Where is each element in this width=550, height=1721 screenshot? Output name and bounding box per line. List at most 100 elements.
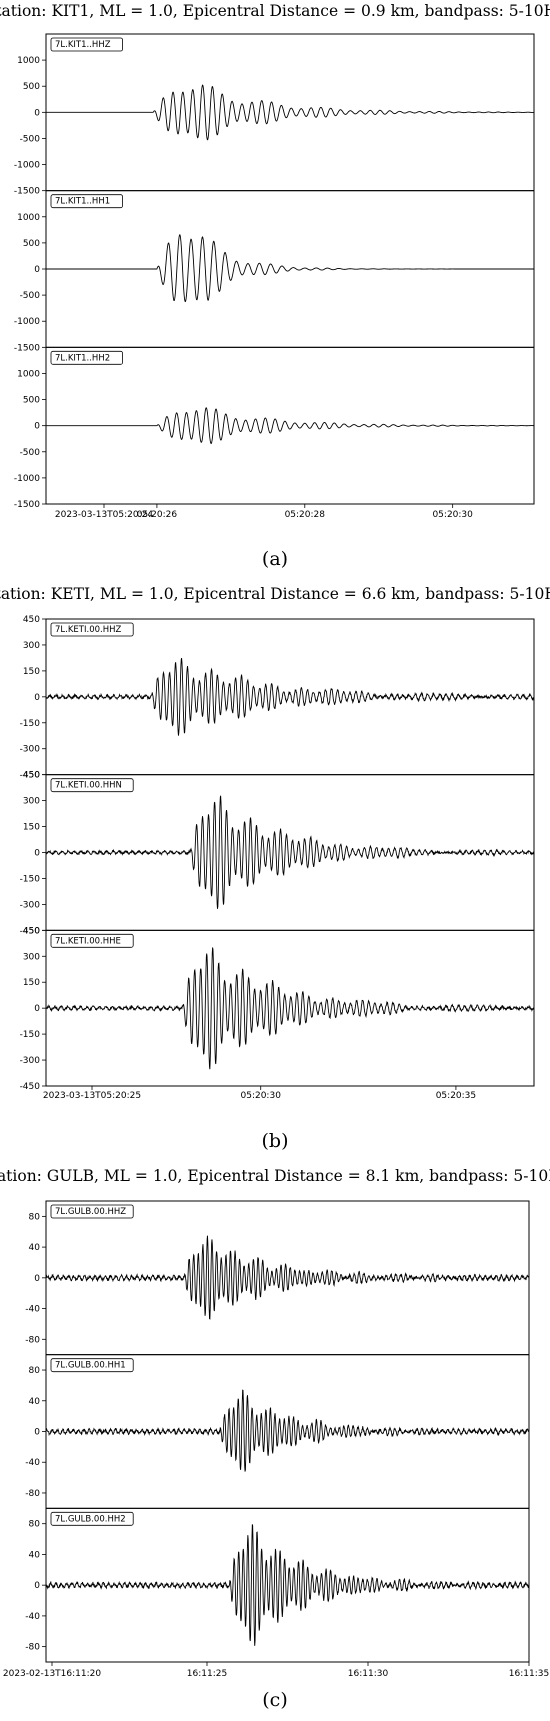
- channel-label: 7L.KETI.00.HHZ: [55, 625, 121, 635]
- y-tick-label: -300: [20, 900, 41, 910]
- subfigure-c: Station: GULB, ML = 1.0, Epicentral Dist…: [0, 1167, 550, 1711]
- x-tick-label: 16:11:30: [348, 1669, 389, 1679]
- y-tick-label: -1500: [14, 500, 40, 510]
- y-tick-label: 450: [23, 926, 40, 936]
- x-start-label: 2023-03-13T05:20:24: [55, 510, 153, 520]
- y-tick-label: 0: [34, 1581, 40, 1591]
- channel-label: 7L.KIT1..HHZ: [55, 40, 111, 50]
- y-tick-label: 300: [23, 797, 40, 807]
- y-tick-label: -1000: [14, 317, 40, 327]
- subfigure-label: (c): [262, 1689, 287, 1711]
- x-start-label: 2023-03-13T05:20:25: [43, 1091, 141, 1101]
- subfigure-title: Station: KIT1, ML = 1.0, Epicentral Dist…: [0, 2, 550, 20]
- trace-panel: -1500 -1000 -500 0 500 1000 7L.KIT1..HH2: [14, 346, 535, 510]
- subfigure-a: Station: KIT1, ML = 1.0, Epicentral Dist…: [0, 2, 550, 570]
- y-tick-label: -80: [25, 1335, 40, 1345]
- waveform-line: [46, 407, 535, 445]
- trace-panel: -80 -40 0 40 80 7L.GULB.00.HH1: [25, 1354, 530, 1509]
- trace-panel: -80 -40 0 40 80 7L.GULB.00.HH2: [25, 1507, 530, 1663]
- x-tick-label: 05:20:28: [285, 510, 326, 520]
- y-tick-label: -450: [20, 771, 41, 781]
- waveform-line: [45, 947, 535, 1070]
- channel-label: 7L.KETI.00.HHN: [55, 781, 122, 791]
- waveform-line: [45, 1235, 530, 1320]
- y-tick-label: -300: [20, 745, 41, 755]
- channel-label: 7L.GULB.00.HHZ: [55, 1207, 126, 1217]
- x-tick-label: 05:20:30: [432, 510, 473, 520]
- y-tick-label: 450: [23, 771, 40, 781]
- y-tick-label: -80: [25, 1643, 40, 1653]
- waveform-line: [45, 1524, 530, 1646]
- x-tick-label: 05:20:26: [137, 510, 178, 520]
- y-tick-label: 40: [29, 1550, 41, 1560]
- y-tick-label: 150: [23, 978, 40, 988]
- channel-label-box: [50, 933, 134, 948]
- panel-frame: [45, 929, 535, 1087]
- y-tick-label: -1500: [14, 187, 40, 197]
- y-tick-label: 0: [34, 265, 40, 275]
- y-tick-label: 500: [23, 82, 40, 92]
- y-tick-label: 300: [23, 952, 40, 962]
- x-axis: 2023-02-13T16:11:20 16:11:25 16:11:30 16:11…: [3, 1662, 549, 1679]
- subfigure-b: Station: KETI, ML = 1.0, Epicentral Dist…: [0, 585, 550, 1152]
- y-tick-label: 150: [23, 823, 40, 833]
- y-tick-label: -150: [20, 1030, 41, 1040]
- waveform-line: [45, 1389, 530, 1472]
- y-tick-label: 0: [34, 422, 40, 432]
- channel-label: 7L.KIT1..HH1: [55, 197, 110, 207]
- y-tick-label: -40: [25, 1612, 40, 1622]
- y-tick-label: -80: [25, 1489, 40, 1499]
- trace-panel: -450 -300 -150 0 150 300 450 7L.KETI.00.HHZ: [20, 615, 535, 781]
- y-tick-label: 40: [29, 1397, 41, 1407]
- trace-panel: -450 -300 -150 0 150 300 450 7L.KETI.00.HHE: [20, 926, 535, 1092]
- y-tick-label: 80: [29, 1212, 41, 1222]
- trace-panel: -1500 -1000 -500 0 500 1000 7L.KIT1..HH1: [14, 190, 535, 353]
- waveform-line: [45, 795, 535, 909]
- channel-label-box: [50, 350, 123, 365]
- y-tick-label: -500: [20, 291, 41, 301]
- y-tick-label: 0: [34, 849, 40, 859]
- y-tick-label: 450: [23, 615, 40, 625]
- channel-label-box: [50, 778, 134, 793]
- x-axis: 2023-03-13T05:20:25 05:20:30 05:20:35: [43, 1086, 476, 1101]
- channel-label-box: [50, 37, 123, 52]
- x-tick-label: 05:20:30: [241, 1091, 282, 1101]
- y-tick-label: -300: [20, 1056, 41, 1066]
- channel-label-box: [50, 1511, 134, 1526]
- trace-panel: -1500 -1000 -500 0 500 1000 7L.KIT1..HHZ: [14, 33, 535, 197]
- trace-panel: -450 -300 -150 0 150 300 450 7L.KETI.00.HHN: [20, 771, 535, 936]
- y-tick-label: 0: [34, 1274, 40, 1284]
- subfigure-label: (b): [262, 1130, 289, 1152]
- x-start-label: 2023-02-13T16:11:20: [3, 1669, 101, 1679]
- y-tick-label: -450: [20, 1082, 41, 1092]
- y-tick-label: 80: [29, 1366, 41, 1376]
- channel-label-box: [50, 194, 123, 209]
- y-tick-label: 0: [34, 1428, 40, 1438]
- y-tick-label: -150: [20, 719, 41, 729]
- y-tick-label: 300: [23, 641, 40, 651]
- waveform-line: [46, 233, 534, 303]
- x-tick-label: 16:11:35: [509, 1669, 549, 1679]
- y-tick-label: -450: [20, 926, 41, 936]
- channel-label: 7L.GULB.00.HH2: [55, 1514, 126, 1524]
- y-tick-label: -1000: [14, 474, 40, 484]
- y-tick-label: -150: [20, 874, 41, 884]
- y-tick-label: 500: [23, 396, 40, 406]
- y-tick-label: 40: [29, 1243, 41, 1253]
- y-tick-label: -500: [20, 448, 41, 458]
- y-tick-label: 1000: [17, 213, 40, 223]
- y-tick-label: 1000: [17, 369, 40, 379]
- y-tick-label: 0: [34, 693, 40, 703]
- subfigure-title: Station: GULB, ML = 1.0, Epicentral Dist…: [0, 1167, 550, 1185]
- y-tick-label: 1000: [17, 56, 40, 66]
- channel-label: 7L.GULB.00.HH1: [55, 1361, 126, 1371]
- waveform-line: [45, 657, 535, 736]
- channel-label-box: [50, 622, 134, 637]
- y-tick-label: 500: [23, 239, 40, 249]
- channel-label: 7L.KETI.00.HHE: [55, 936, 121, 946]
- subfigure-title: Station: KETI, ML = 1.0, Epicentral Dist…: [0, 585, 550, 603]
- y-tick-label: -500: [20, 134, 41, 144]
- y-tick-label: -1500: [14, 343, 40, 353]
